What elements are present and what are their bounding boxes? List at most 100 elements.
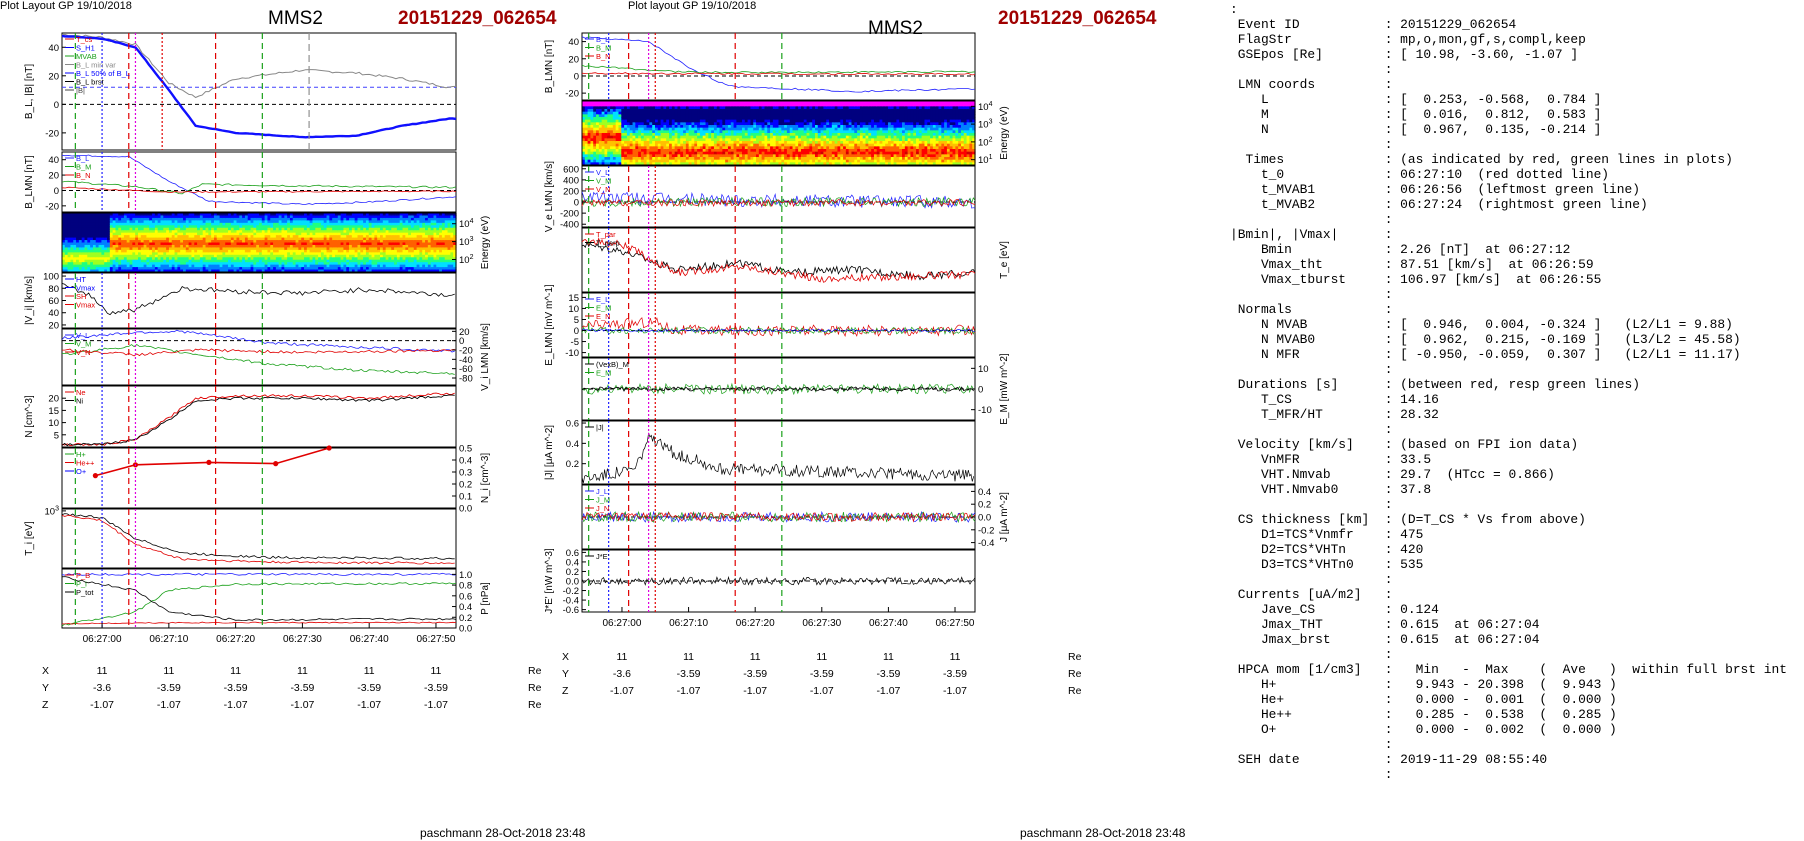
spectrogram-cell	[267, 230, 271, 234]
spectrogram-cell	[680, 106, 684, 110]
spectrogram-cell	[256, 215, 260, 219]
spectrogram-cell	[334, 232, 339, 236]
spectrogram-cell	[152, 249, 156, 253]
spectrogram-cell	[233, 222, 238, 226]
spectrogram-cell	[450, 220, 454, 224]
spectrogram-cell	[208, 262, 212, 266]
spectrogram-cell	[615, 149, 620, 153]
spectrogram-cell	[694, 117, 698, 121]
spectrogram-cell	[368, 235, 373, 239]
spectrogram-cell	[629, 101, 634, 105]
spectrogram-cell	[391, 217, 395, 221]
spectrogram-cell	[343, 259, 347, 263]
spectrogram-cell	[629, 138, 634, 142]
spectrogram-cell	[213, 252, 218, 256]
spectrogram-cell	[101, 232, 105, 236]
spectrogram-cell	[166, 217, 170, 221]
spectrogram-cell	[402, 230, 406, 234]
spectrogram-cell	[593, 127, 597, 131]
spectrogram-cell	[410, 213, 415, 217]
spectrogram-cell	[163, 230, 167, 234]
series-line	[61, 34, 457, 139]
spectrogram-cell	[596, 125, 600, 129]
spectrogram-cell	[95, 259, 100, 263]
spectrogram-cell	[382, 262, 387, 266]
spectrogram-cell	[394, 240, 398, 244]
legend-entry: B_M	[596, 44, 611, 53]
spectrogram-cell	[635, 127, 639, 131]
spectrogram-cell	[422, 264, 426, 268]
spectrogram-cell	[388, 230, 392, 234]
spectrogram-cell	[309, 247, 314, 251]
spectrogram-cell	[680, 103, 684, 107]
spectrogram-cell	[208, 269, 212, 273]
spectrogram-cell	[84, 244, 88, 249]
spectrogram-cell	[660, 138, 665, 142]
spectrogram-cell	[202, 269, 207, 273]
spectrogram-cell	[101, 259, 105, 263]
spectrogram-cell	[582, 151, 586, 155]
panel-frame	[61, 447, 457, 509]
spectrogram-cell	[638, 135, 642, 139]
spectrogram-cell	[177, 220, 181, 224]
spectrogram-cell	[694, 159, 698, 163]
spectrogram-cell	[439, 225, 443, 229]
spectrogram-cell	[171, 230, 176, 234]
spectrogram-cell	[194, 254, 198, 258]
spectrogram-cell	[669, 101, 673, 105]
spectrogram-cell	[180, 264, 184, 268]
spectrogram-cell	[657, 111, 662, 115]
spectrogram-cell	[430, 254, 435, 258]
spectrogram-cell	[652, 149, 656, 153]
spectrogram-cell	[590, 159, 594, 163]
spectrogram-cell	[180, 213, 184, 217]
spectrogram-cell	[725, 141, 729, 145]
spectrogram-cell	[270, 242, 274, 246]
spectrogram-cell	[391, 267, 395, 271]
spectrogram-cell	[705, 135, 709, 139]
spectrogram-cell	[121, 232, 125, 236]
spectrogram-cell	[152, 235, 156, 239]
spectrogram-cell	[730, 114, 735, 118]
series-line	[61, 154, 457, 205]
spectrogram-cell	[247, 257, 252, 261]
spectrogram-cell	[447, 213, 451, 217]
spectrogram-cell	[154, 264, 159, 268]
spectrogram-cell	[129, 227, 133, 231]
legend-entry: SH	[76, 292, 86, 301]
spectrogram-cell	[292, 262, 297, 266]
spectrogram-cell	[112, 249, 117, 253]
spectrogram-cell	[256, 254, 260, 258]
spectrogram-cell	[298, 220, 302, 224]
spectrogram-cell	[208, 213, 212, 217]
spectrogram-cell	[453, 235, 457, 239]
spectrogram-cell	[450, 222, 454, 226]
spectrogram-cell	[711, 143, 715, 147]
series-line	[61, 582, 457, 627]
spectrogram-cell	[287, 244, 291, 249]
spectrogram-cell	[104, 244, 108, 249]
spectrogram-cell	[202, 262, 207, 266]
spectrogram-cell	[174, 232, 178, 236]
spectrogram-cell	[216, 220, 221, 224]
spectrogram-cell	[683, 101, 687, 105]
spectrogram-cell	[453, 262, 457, 266]
spectrogram-cell	[405, 230, 409, 234]
series-line	[61, 180, 457, 195]
y-tick-label: 0	[574, 71, 579, 82]
spectrogram-cell	[104, 269, 108, 273]
spectrogram-cell	[349, 269, 353, 273]
spectrogram-cell	[439, 267, 443, 271]
spectrogram-cell	[699, 122, 704, 126]
spectrogram-cell	[275, 240, 280, 244]
spectrogram-cell	[399, 222, 404, 226]
spectrogram-cell	[160, 222, 164, 226]
spectrogram-cell	[638, 117, 642, 121]
spectrogram-cell	[354, 244, 359, 249]
spectrogram-cell	[112, 244, 117, 249]
spectrogram-cell	[674, 106, 679, 110]
spectrogram-cell	[349, 257, 353, 261]
spectrogram-cell	[295, 252, 299, 256]
spectrogram-cell	[163, 217, 167, 221]
spectrogram-cell	[640, 138, 645, 142]
